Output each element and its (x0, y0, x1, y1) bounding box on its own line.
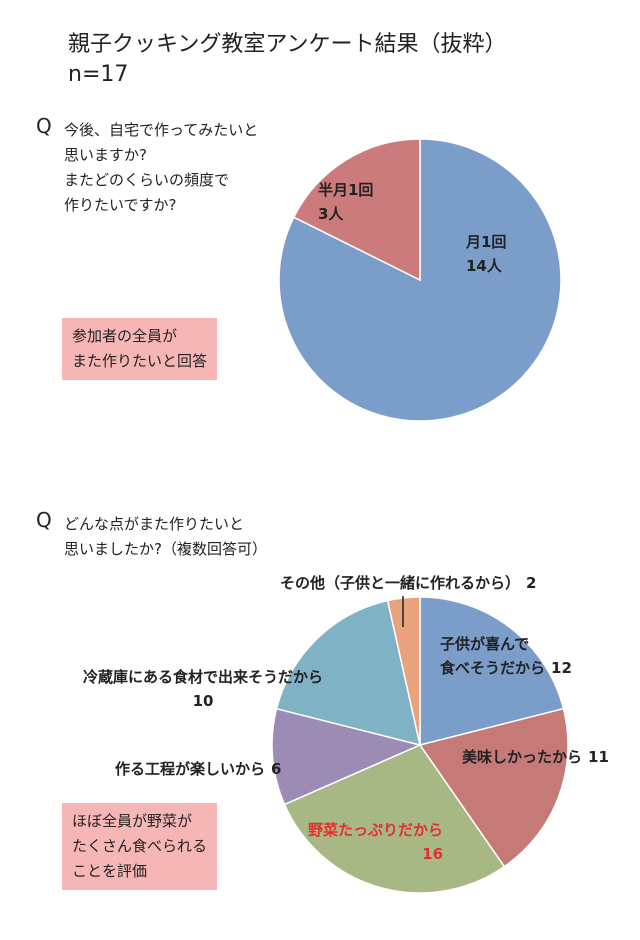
value-label: 2 (526, 574, 537, 592)
slice-label: 冷蔵庫にある食材で出来そうだから 10 (83, 665, 323, 713)
value-label: 11 (588, 748, 609, 766)
title: 親子クッキング教室アンケート結果（抜粋） (68, 32, 507, 57)
pie-slice (419, 596, 565, 746)
category-label: 半月1回 (318, 181, 374, 199)
question-text: 作りたいですか? (64, 196, 177, 214)
value-label: 14人 (466, 257, 502, 275)
value-label: 10 (192, 692, 214, 710)
slice-label: 子供が喜んで 食べそうだから 12 (440, 632, 572, 680)
category-label: 美味しかったから (462, 748, 583, 766)
slice-label: 月1回 14人 (466, 230, 506, 278)
value-label: 12 (551, 659, 572, 677)
question-marker: Q (36, 508, 52, 532)
slice-label: 半月1回 3人 (318, 178, 373, 226)
note-box: ほぼ全員が野菜が たくさん食べられる ことを評価 (62, 803, 218, 890)
note-text: ことを評価 (72, 862, 148, 880)
pie-slice (283, 744, 506, 894)
subtitle: n=17 (68, 62, 129, 87)
note-text: たくさん食べられる (72, 837, 208, 855)
category-label: その他（子供と一緒に作れるから） (280, 574, 521, 592)
value-label: 6 (271, 760, 282, 778)
value-label: 16 (422, 845, 444, 863)
note-text: 参加者の全員が (72, 327, 178, 345)
note-text: ほぼ全員が野菜が (72, 812, 193, 830)
slice-label: 作る工程が楽しいから 6 (115, 757, 281, 781)
question-text: 今後、自宅で作ってみたいと (64, 121, 259, 139)
question-text: 思いますか? (64, 146, 147, 164)
question-marker: Q (36, 114, 52, 138)
note-text: また作りたいと回答 (72, 352, 208, 370)
question-text: どんな点がまた作りたいと (64, 515, 245, 533)
question-text: 思いましたか?（複数回答可） (64, 540, 267, 558)
pie-slice (292, 138, 421, 282)
slice-label: 野菜たっぷりだから 16 (308, 818, 443, 866)
category-label: 子供が喜んで 食べそうだから (440, 635, 546, 677)
category-label: 作る工程が楽しいから (115, 760, 266, 778)
value-label: 3人 (318, 205, 344, 223)
pie-slice (418, 707, 569, 868)
note-box: 参加者の全員がまた作りたいと回答 (62, 318, 218, 380)
category-label: 冷蔵庫にある食材で出来そうだから (83, 668, 324, 686)
category-label: 月1回 (466, 233, 507, 251)
question-text: またどのくらいの頻度で (64, 171, 230, 189)
pie-slice (271, 707, 423, 806)
pie-slice (275, 599, 421, 747)
slice-label: その他（子供と一緒に作れるから） 2 (280, 571, 536, 595)
category-label: 野菜たっぷりだから (308, 821, 444, 839)
slice-label: 美味しかったから 11 (462, 745, 609, 769)
